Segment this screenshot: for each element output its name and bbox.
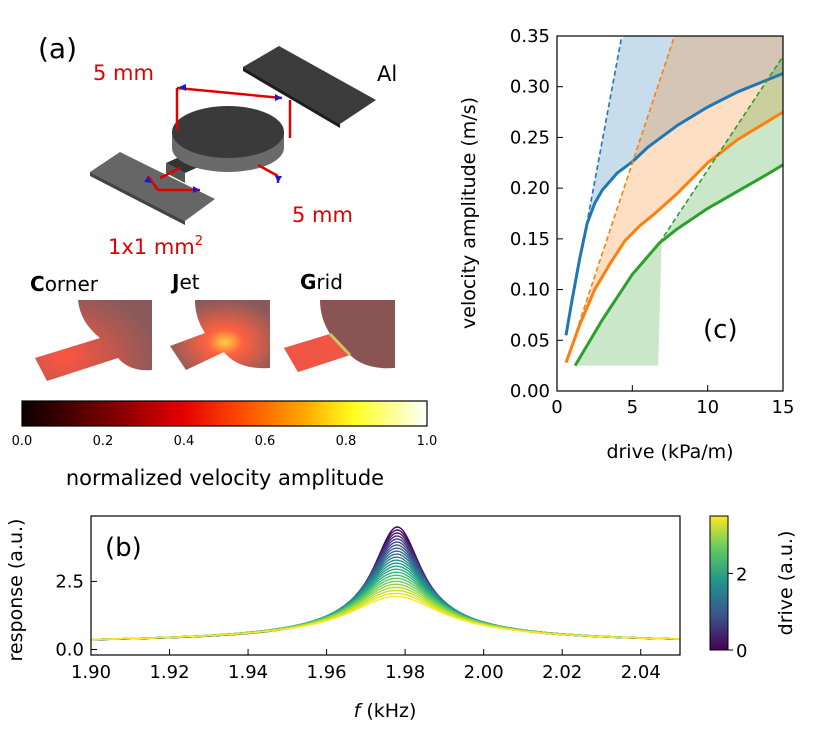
- x-tick-label: 5: [627, 397, 638, 418]
- panel-b-ylabel: response (a.u.): [5, 519, 27, 662]
- response-curve: [90, 592, 681, 641]
- response-curve: [91, 595, 680, 641]
- panel-c-label: (c): [703, 315, 738, 345]
- cbar-tick-label: 2: [736, 564, 747, 585]
- heatmap-corner: [35, 300, 152, 381]
- series-band-jet: [566, 36, 783, 363]
- dimension-lines: [146, 86, 292, 192]
- colorbar-label: normalized velocity amplitude: [66, 466, 384, 490]
- x-tick-label: 1.90: [71, 662, 111, 683]
- colorbar-tick: 0.0: [12, 434, 33, 449]
- panel-a: (a): [12, 32, 438, 490]
- x-tick-label: 10: [696, 397, 719, 418]
- variant-label-grid: Grid: [300, 270, 343, 294]
- response-curve: [91, 541, 681, 641]
- al-pad-right: [243, 46, 376, 124]
- series-line-grid: [573, 163, 784, 367]
- panel-c-xlabel: drive (kPa/m): [606, 441, 733, 463]
- variant-label-corner: Corner: [30, 272, 99, 296]
- series-band-grid: [575, 56, 783, 366]
- x-tick-label: 2.04: [621, 662, 661, 683]
- x-tick-label: 15: [772, 397, 795, 418]
- y-tick-label: 0.30: [510, 77, 550, 98]
- drive-colorbar: [709, 515, 729, 651]
- colorbar-ticks: 0.0 0.2 0.4 0.6 0.8 1.0: [12, 434, 438, 449]
- heatmap-jet: [170, 300, 270, 370]
- series-linear-fit-jet: [565, 35, 676, 363]
- y-tick-label: 0.0: [55, 640, 84, 661]
- response-curve: [90, 580, 680, 641]
- y-tick-label: 0.10: [510, 280, 550, 301]
- panel-b-frame: [90, 515, 681, 656]
- material-label: Al: [377, 62, 397, 86]
- x-tick-label: 1.96: [307, 662, 347, 683]
- velocity-colorbar: [21, 400, 428, 427]
- panel-b-label: (b): [105, 533, 142, 563]
- x-tick-label: 2.00: [464, 662, 504, 683]
- y-tick-label: 0.25: [510, 127, 550, 148]
- device-illustration: [90, 46, 376, 225]
- dimension-arrows: [144, 84, 282, 193]
- al-pad-left: [90, 152, 215, 221]
- colorbar-tick: 0.2: [93, 434, 114, 449]
- drive-colorbar-label: drive (a.u.): [775, 531, 797, 636]
- dim-right-label: 5 mm: [292, 203, 353, 227]
- panel-b-chart: 1.90 1.92 1.94 1.96 1.98 2.00 2.02 2.04 0.0 2.5 (…: [5, 515, 797, 722]
- x-tick-label: 1.94: [228, 662, 268, 683]
- panel-c-ylabel: velocity amplitude (m/s): [458, 97, 480, 329]
- series-linear-fit-grid: [658, 55, 784, 244]
- response-curve: [90, 559, 680, 641]
- dim-top-label: 5 mm: [93, 61, 154, 85]
- colorbar-tick: 1.0: [417, 434, 438, 449]
- panel-c-chart: 0 5 10 15 0.00 0.05 0.10 0.15 0.20 0.25 0.30 0.35 (…: [458, 26, 794, 463]
- variant-label-jet: Jet: [170, 270, 200, 294]
- dim-area-label: 1x1 mm2: [108, 234, 203, 259]
- y-tick-label: 0.35: [510, 26, 550, 47]
- colorbar-tick: 0.6: [255, 434, 276, 449]
- y-tick-label: 0.00: [510, 381, 550, 402]
- x-tick-label: 2.02: [542, 662, 582, 683]
- heatmap-grid: [284, 300, 395, 372]
- x-tick-label: 1.92: [149, 662, 189, 683]
- response-curve: [90, 574, 680, 641]
- response-curve: [90, 568, 680, 641]
- y-tick-label: 0.05: [510, 330, 550, 351]
- panel-b-xlabel: f (kHz): [354, 700, 417, 722]
- response-curve: [90, 565, 680, 641]
- cbar-tick-label: 0: [736, 641, 747, 662]
- series-band-corner: [566, 36, 783, 336]
- device-disk: [172, 106, 284, 158]
- y-tick-label: 0.15: [510, 229, 550, 250]
- x-tick-label: 0: [551, 397, 562, 418]
- series-line-corner: [564, 72, 784, 336]
- response-curve: [90, 571, 680, 641]
- colorbar-tick: 0.4: [174, 434, 195, 449]
- y-tick-label: 0.20: [510, 178, 550, 199]
- response-curve: [90, 577, 680, 641]
- x-tick-label: 1.98: [385, 662, 425, 683]
- y-tick-label: 2.5: [55, 571, 84, 592]
- panel-a-label: (a): [38, 32, 77, 65]
- colorbar-tick: 0.8: [336, 434, 357, 449]
- panel-c-frame: [556, 35, 784, 392]
- response-curve: [90, 562, 680, 641]
